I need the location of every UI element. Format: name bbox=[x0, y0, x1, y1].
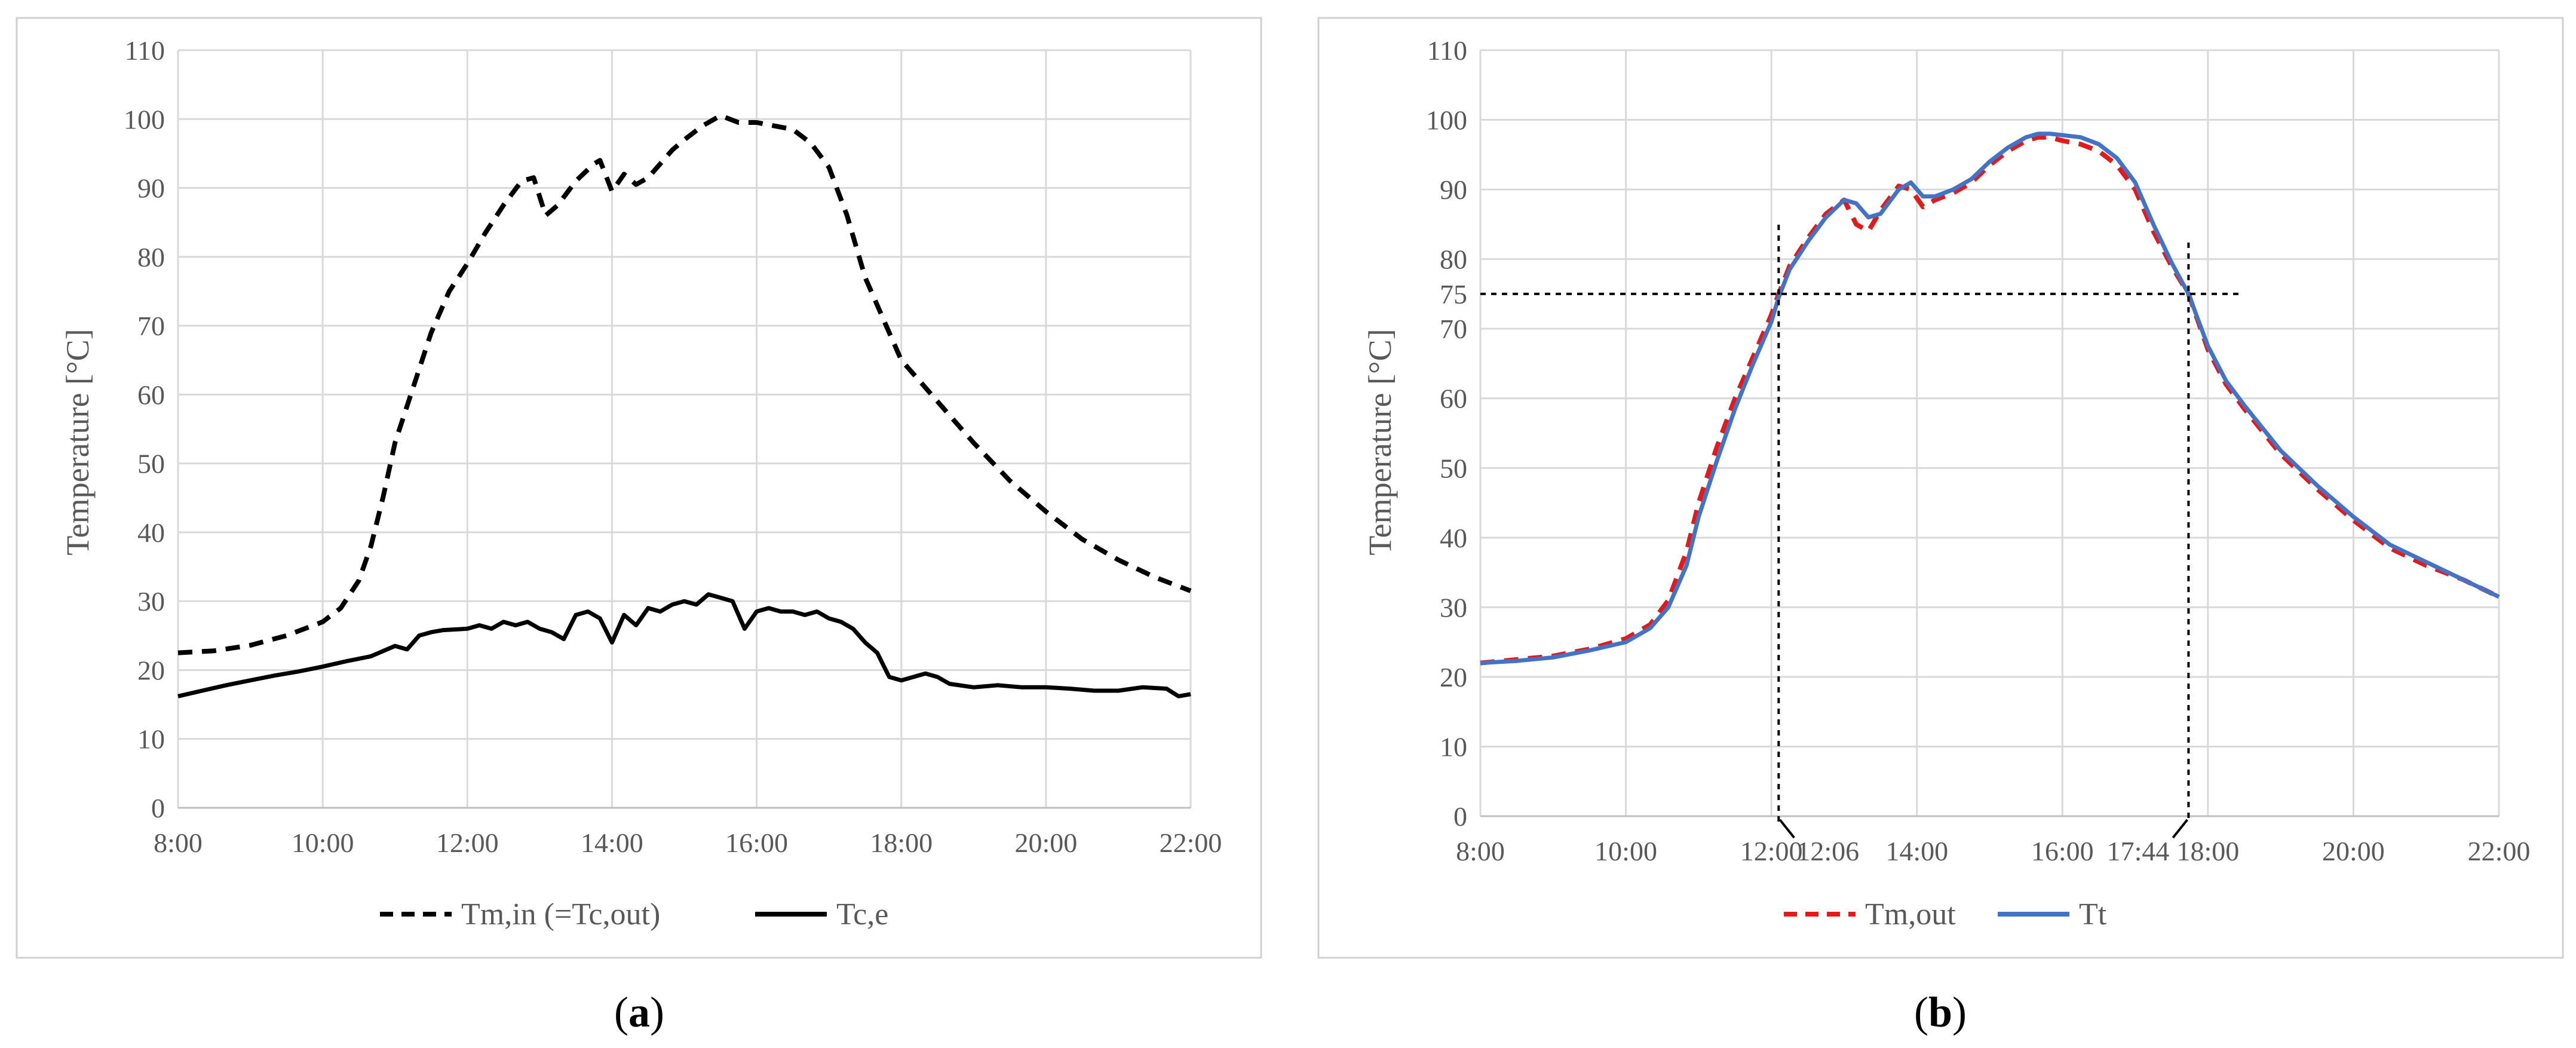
chart-panel-a-frame bbox=[16, 17, 1262, 959]
chart-b-y-tick-60: 60 bbox=[1440, 384, 1467, 414]
chart-a-y-tick-40: 40 bbox=[137, 517, 165, 548]
chart-b-x-tick-10-00: 10:00 bbox=[1594, 836, 1657, 866]
chart-a-y-tick-110: 110 bbox=[125, 35, 165, 66]
chart-a-y-tick-30: 30 bbox=[137, 586, 165, 617]
chart-a-y-tick-50: 50 bbox=[137, 449, 165, 479]
chart-b-legend: Tm,out Tt bbox=[1784, 897, 2107, 931]
chart-b-x-tick-8-00: 8:00 bbox=[1456, 836, 1505, 866]
chart-a-series-line-tc-e bbox=[177, 592, 1191, 698]
chart-a-x-tick-14-00: 14:00 bbox=[581, 828, 643, 858]
panel-a-caption-close: ) bbox=[650, 988, 664, 1036]
chart-b-threshold-end-leader bbox=[2172, 819, 2188, 839]
chart-b-y-tick-10: 10 bbox=[1440, 731, 1467, 762]
chart-b-y-tick-70: 70 bbox=[1440, 314, 1467, 344]
chart-b-x-tick-12-00: 12:00 bbox=[1740, 836, 1803, 866]
panel-a-caption-open: ( bbox=[614, 988, 628, 1036]
legend-b-label-tt: Tt bbox=[2079, 897, 2107, 931]
chart-b-y-axis-title: Temperature [°C] bbox=[1362, 329, 1398, 555]
panel-b-caption: (b) bbox=[1914, 988, 1967, 1036]
chart-b-series-line-tt bbox=[1480, 131, 2500, 666]
panel-b-caption-close: ) bbox=[1952, 988, 1967, 1036]
chart-a-x-tick-22-00: 22:00 bbox=[1160, 828, 1222, 858]
chart-b-y-tick-0: 0 bbox=[1453, 801, 1467, 832]
chart-a-tick-labels: 0 10 20 30 40 50 60 70 80 90 100 110 8:00 10:00 12:00 1… bbox=[124, 35, 1222, 858]
chart-b-x-tick-16-00: 16:00 bbox=[2031, 836, 2094, 866]
chart-b-y-tick-100: 100 bbox=[1426, 105, 1467, 136]
chart-a-y-tick-10: 10 bbox=[137, 724, 165, 755]
chart-a-series-line-tm-in-tc-out bbox=[177, 113, 1192, 655]
chart-b-y-tick-75: 75 bbox=[1440, 279, 1467, 310]
chart-b-series-line-tm-out bbox=[1480, 134, 2500, 666]
chart-a-x-tick-12-00: 12:00 bbox=[436, 828, 499, 858]
panel-a-caption: (a) bbox=[614, 988, 664, 1036]
chart-a-gridlines bbox=[177, 49, 1192, 809]
chart-a-legend: Tm,in (=Tc,out) Tc,e bbox=[380, 897, 888, 931]
chart-b-threshold-lines: 12:06 17:44 bbox=[1480, 225, 2242, 866]
chart-b-y-tick-90: 90 bbox=[1440, 174, 1467, 205]
chart-a-x-tick-20-00: 20:00 bbox=[1014, 828, 1077, 858]
legend-b-label-tm-out: Tm,out bbox=[1865, 897, 1956, 931]
chart-b-y-tick-20: 20 bbox=[1440, 662, 1467, 692]
chart-a-y-tick-100: 100 bbox=[124, 104, 165, 134]
chart-b-series-group bbox=[1480, 131, 2500, 666]
chart-a-y-tick-20: 20 bbox=[137, 655, 165, 685]
panel-a-caption-letter: a bbox=[628, 988, 650, 1036]
legend-a-label-tc-e: Tc,e bbox=[836, 897, 888, 931]
chart-b-y-tick-30: 30 bbox=[1440, 592, 1467, 623]
chart-b-y-tick-110: 110 bbox=[1427, 35, 1467, 66]
chart-a-y-tick-90: 90 bbox=[137, 173, 165, 204]
chart-a-y-tick-60: 60 bbox=[137, 379, 165, 410]
chart-panel-b: 12:06 17:44 0 10 20 30 40 50 60 70 75 80 90 100 110 8:… bbox=[1317, 17, 2564, 959]
panel-b-caption-open: ( bbox=[1914, 988, 1928, 1036]
chart-a-x-tick-10-00: 10:00 bbox=[292, 828, 354, 858]
chart-panel-a: 0 10 20 30 40 50 60 70 80 90 100 110 8:00 10:00 12:00 1… bbox=[16, 17, 1262, 959]
chart-a-y-tick-0: 0 bbox=[151, 793, 165, 823]
chart-b-y-tick-80: 80 bbox=[1440, 244, 1467, 275]
chart-a-series-group bbox=[177, 113, 1192, 698]
chart-b-threshold-start-leader bbox=[1778, 819, 1795, 839]
chart-b-y-tick-50: 50 bbox=[1440, 453, 1467, 483]
chart-b-y-tick-40: 40 bbox=[1440, 523, 1467, 553]
chart-b-x-tick-18-00: 18:00 bbox=[2176, 836, 2239, 866]
chart-a-x-tick-18-00: 18:00 bbox=[870, 828, 933, 858]
chart-a-x-tick-16-00: 16:00 bbox=[725, 828, 788, 858]
chart-b-x-tick-22-00: 22:00 bbox=[2468, 836, 2531, 866]
panel-b-caption-letter: b bbox=[1928, 988, 1952, 1036]
chart-b-x-tick-20-00: 20:00 bbox=[2322, 836, 2385, 866]
chart-a-y-axis-title: Temperature [°C] bbox=[60, 329, 96, 555]
legend-a-label-tm-in: Tm,in (=Tc,out) bbox=[461, 897, 660, 931]
chart-b-threshold-start-label: 12:06 bbox=[1796, 836, 1859, 866]
chart-b-threshold-end-label: 17:44 bbox=[2107, 836, 2170, 866]
chart-a-y-tick-70: 70 bbox=[137, 311, 165, 341]
chart-b-gridlines bbox=[1479, 49, 2500, 817]
chart-a-x-tick-8-00: 8:00 bbox=[154, 828, 203, 858]
chart-panel-b-frame bbox=[1317, 17, 2564, 959]
chart-b-x-tick-14-00: 14:00 bbox=[1885, 836, 1948, 866]
chart-a-y-tick-80: 80 bbox=[137, 242, 165, 272]
